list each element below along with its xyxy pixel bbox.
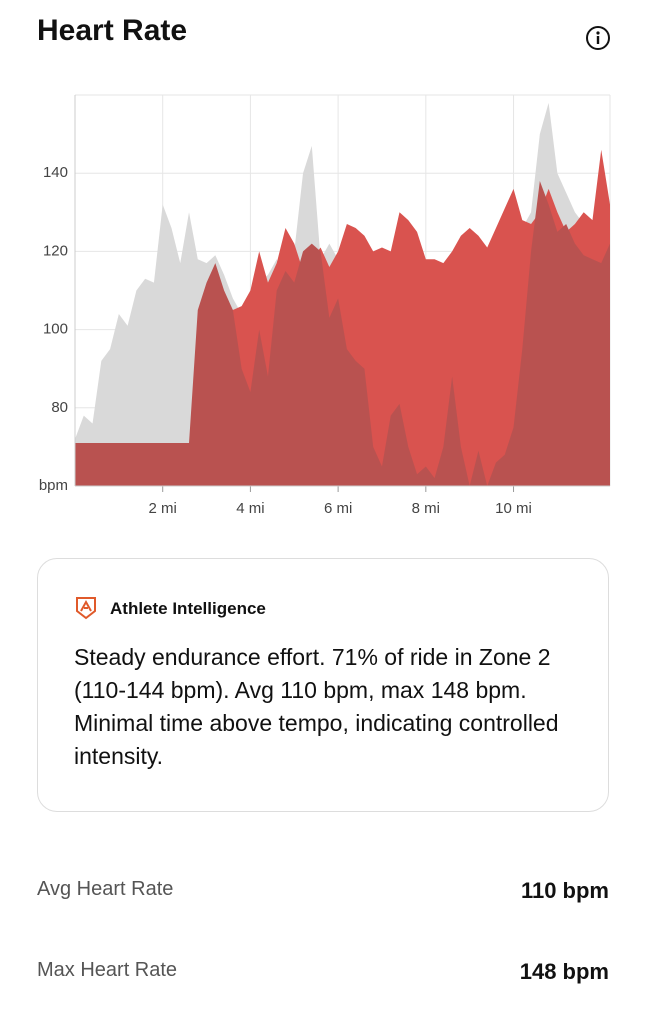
x-tick-label: 2 mi (149, 500, 177, 517)
y-tick-label: 100 (43, 321, 68, 338)
y-tick-label: bpm (39, 477, 68, 494)
info-button[interactable] (585, 25, 611, 51)
stat-value: 110 bpm (520, 878, 609, 903)
stat-label: Avg Heart Rate (37, 878, 174, 900)
stat-row: Avg Heart Rate 110 bpm (37, 878, 609, 904)
chart: bpm 80 100 120 140 2 mi 4 mi 6 mi 8 mi 10 mi (39, 94, 611, 517)
stat-value: 148 bpm (519, 959, 609, 984)
insight-title: Athlete Intelligence (110, 599, 266, 618)
stat-row: Max Heart Rate 148 bpm (37, 959, 609, 985)
insight-icon (76, 597, 96, 620)
x-tick-label: 6 mi (324, 500, 352, 517)
page-title: Heart Rate (37, 14, 188, 47)
y-tick-label: 140 (43, 164, 68, 181)
area (75, 181, 610, 486)
x-tick-label: 8 mi (412, 500, 440, 517)
x-tick-label: 10 mi (495, 500, 532, 517)
y-tick-label: 80 (51, 399, 68, 416)
insight-text: Steady endurance effort. 71% of ride in … (74, 644, 559, 769)
y-tick-label: 120 (43, 242, 68, 259)
x-tick-label: 4 mi (236, 500, 264, 517)
stat-label: Max Heart Rate (37, 959, 178, 981)
insight-card: Athlete Intelligence Steady endurance ef… (37, 558, 609, 812)
